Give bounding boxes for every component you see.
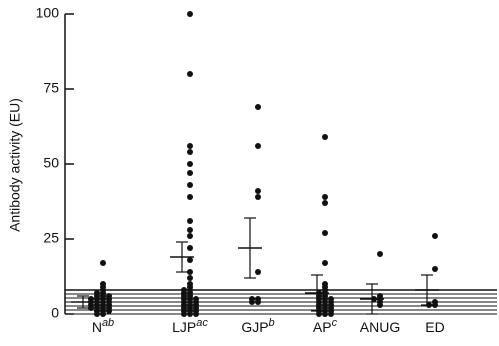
data-point [100,260,106,266]
data-point [187,257,193,263]
data-point [432,233,438,239]
data-point [187,233,193,239]
data-point [187,149,193,155]
category-superscript: ac [196,317,208,329]
category-name: N [92,319,102,335]
data-point [255,104,261,110]
x-tick-label: ED [425,319,444,335]
data-point [187,194,193,200]
data-point [255,143,261,149]
data-point [181,311,187,317]
data-point [88,305,94,311]
x-tick-label: GJPb [241,317,274,335]
category-name: GJP [241,319,268,335]
data-point [187,227,193,233]
data-point [316,311,322,317]
x-tick-label: APc [313,317,338,335]
y-tick-label: 0 [51,305,59,321]
data-point [432,266,438,272]
data-point [322,311,328,317]
category-superscript: b [269,317,275,329]
data-point [187,182,193,188]
data-point [187,71,193,77]
y-tick-label: 75 [43,80,59,96]
category-superscript: ab [102,317,114,329]
data-point [249,299,255,305]
x-tick-label: Nab [92,317,114,335]
x-tick-label: ANUG [360,319,400,335]
data-point [255,299,261,305]
data-point [187,11,193,17]
data-point [187,245,193,251]
category-name: ANUG [360,319,400,335]
data-point [322,194,328,200]
y-tick-label: 100 [36,5,60,21]
y-axis-label: Antibody activity (EU) [7,98,23,232]
data-point [377,251,383,257]
data-point [187,218,193,224]
data-point [106,308,112,314]
y-tick-label: 50 [43,155,59,171]
data-point [255,269,261,275]
data-point [94,311,100,317]
data-point [322,200,328,206]
data-point [255,188,261,194]
data-point [322,134,328,140]
data-point [187,161,193,167]
category-name: AP [313,319,332,335]
data-point [322,230,328,236]
category-superscript: c [332,317,338,329]
data-point [100,311,106,317]
x-tick-label: LJPac [172,317,208,335]
data-point [328,311,334,317]
data-point [377,302,383,308]
data-point [187,275,193,281]
data-point [432,302,438,308]
data-point [187,311,193,317]
y-tick-label: 25 [43,230,59,246]
category-name: ED [425,319,444,335]
data-point [193,311,199,317]
data-point [322,260,328,266]
category-name: LJP [172,319,196,335]
data-point [187,143,193,149]
data-point [187,170,193,176]
data-point [187,269,193,275]
data-point [255,194,261,200]
